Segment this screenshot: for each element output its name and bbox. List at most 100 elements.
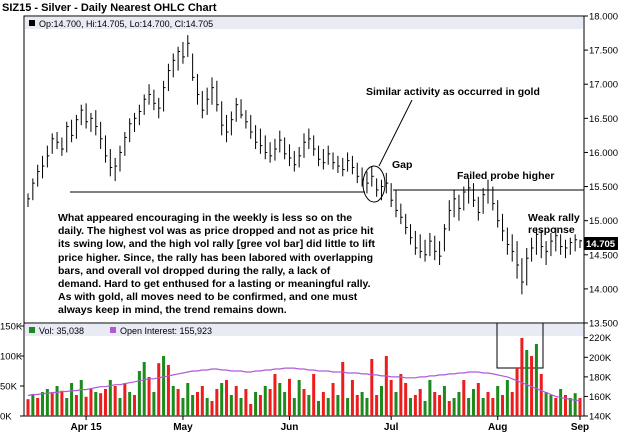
volume-bar xyxy=(346,398,350,416)
volume-bar xyxy=(297,380,301,416)
annotation-weak-rally-1: Weak rally xyxy=(528,212,580,224)
volume-bar xyxy=(568,398,572,416)
volume-bar xyxy=(317,401,321,416)
oi-tick-label: 140K xyxy=(589,412,612,423)
oi-tick-label: 160K xyxy=(589,392,612,403)
price-tick-label: 17.500 xyxy=(589,46,618,57)
volume-bar xyxy=(128,392,132,416)
volume-bar xyxy=(70,383,74,416)
price-panel-header xyxy=(25,17,583,29)
volume-bar xyxy=(210,401,214,416)
pointer-line xyxy=(378,99,413,167)
volume-bar xyxy=(496,386,500,416)
volume-bar xyxy=(428,380,432,416)
volume-bar xyxy=(195,392,199,416)
x-tick-label: Aug xyxy=(488,422,507,433)
volume-bar xyxy=(399,374,403,416)
volume-bar xyxy=(336,395,340,416)
volume-bar xyxy=(394,392,398,416)
volume-bar xyxy=(191,395,195,416)
volume-bar xyxy=(433,392,437,416)
price-tick-label: 16.000 xyxy=(589,148,618,159)
volume-bar xyxy=(321,392,325,416)
volume-bar xyxy=(55,386,59,416)
price-tick-label: 16.500 xyxy=(589,114,618,125)
volume-bar xyxy=(375,395,379,416)
volume-bar xyxy=(462,380,466,416)
volume-panel-header xyxy=(25,324,583,336)
volume-bar xyxy=(501,395,505,416)
volume-bar xyxy=(94,392,98,416)
volume-bar xyxy=(215,389,219,416)
volume-highlight-box xyxy=(496,322,544,369)
volume-bar xyxy=(147,377,151,416)
volume-tick-label: 0K xyxy=(0,412,12,423)
ohlc-legend-swatch xyxy=(29,20,35,26)
open-interest-line xyxy=(27,367,581,401)
volume-bars xyxy=(26,338,582,416)
price-tick-label: 14.000 xyxy=(589,284,618,295)
volume-bar xyxy=(31,395,35,416)
volume-bar xyxy=(534,344,538,416)
volume-bar xyxy=(249,404,253,416)
volume-bar xyxy=(350,380,354,416)
volume-bar xyxy=(166,365,170,416)
volume-bar xyxy=(491,398,495,416)
volume-bar xyxy=(152,392,156,416)
volume-bar xyxy=(302,389,306,416)
volume-bar xyxy=(505,380,509,416)
volume-bar xyxy=(220,383,224,416)
annotation-weak-rally-2: response xyxy=(528,224,575,236)
x-tick-label: Jun xyxy=(281,422,299,433)
volume-bar xyxy=(74,395,78,416)
volume-bar xyxy=(268,389,272,416)
x-tick-label: Sep xyxy=(571,422,589,433)
volume-bar xyxy=(554,398,558,416)
ohlc-bars xyxy=(27,35,582,295)
volume-bar xyxy=(515,368,519,416)
x-tick-label: May xyxy=(173,422,193,433)
ohlc-info-line: Op:14.700, Hi:14.705, Lo:14.700, Cl:14.7… xyxy=(39,19,213,29)
commentary-text: What appeared encouraging in the weekly … xyxy=(58,212,375,317)
volume-bar xyxy=(273,374,277,416)
volume-bar xyxy=(418,389,422,416)
last-price-tag: 14.705 xyxy=(586,239,616,250)
price-axis: 18.000 17.500 17.000 16.500 16.000 15.500 15.0… xyxy=(584,12,618,330)
volume-bar xyxy=(409,398,413,416)
volume-bar xyxy=(563,395,567,416)
last-price-tag-bg xyxy=(584,237,618,250)
volume-bar xyxy=(559,389,563,416)
volume-bar xyxy=(438,395,442,416)
price-tick-label: 18.000 xyxy=(589,12,618,23)
x-axis: Apr 15 May Jun Jul Aug Sep xyxy=(71,416,589,433)
volume-bar xyxy=(26,399,30,416)
price-tick-label: 17.000 xyxy=(589,80,618,91)
volume-bar xyxy=(205,398,209,416)
volume-bar xyxy=(162,356,166,416)
volume-bar xyxy=(176,389,180,416)
volume-bar xyxy=(389,380,393,416)
volume-bar xyxy=(60,390,64,416)
volume-bar xyxy=(41,392,45,416)
volume-bar xyxy=(520,338,524,416)
volume-bar xyxy=(452,398,456,416)
volume-bar xyxy=(142,362,146,416)
annotation-similar-activity: Similar activity as occurred in gold xyxy=(366,86,540,98)
volume-bar xyxy=(341,362,345,416)
volume-bar xyxy=(549,395,553,416)
gap-ellipse xyxy=(362,165,386,203)
volume-bar xyxy=(312,374,316,416)
volume-bar xyxy=(578,398,582,416)
volume-bar xyxy=(123,383,127,416)
volume-bar xyxy=(118,398,122,416)
volume-tick-label: 150K xyxy=(0,322,23,333)
volume-bar xyxy=(229,395,233,416)
volume-bar xyxy=(234,386,238,416)
vol-legend-label: Vol: 35,038 xyxy=(39,326,84,336)
volume-bar xyxy=(365,398,369,416)
volume-bar xyxy=(476,383,480,416)
oi-tick-label: 200K xyxy=(589,353,612,364)
price-tick-label: 15.500 xyxy=(589,182,618,193)
